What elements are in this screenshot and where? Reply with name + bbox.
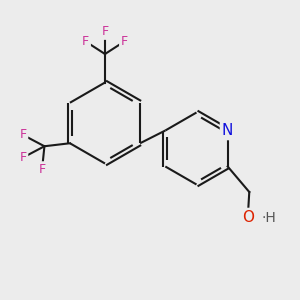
Text: F: F [121, 35, 128, 48]
Text: F: F [82, 35, 89, 48]
Text: F: F [101, 25, 109, 38]
Text: O: O [242, 210, 254, 225]
Text: N: N [222, 123, 233, 138]
Text: ·H: ·H [261, 211, 276, 224]
Text: F: F [19, 128, 26, 141]
Text: F: F [38, 163, 46, 176]
Text: F: F [19, 151, 26, 164]
